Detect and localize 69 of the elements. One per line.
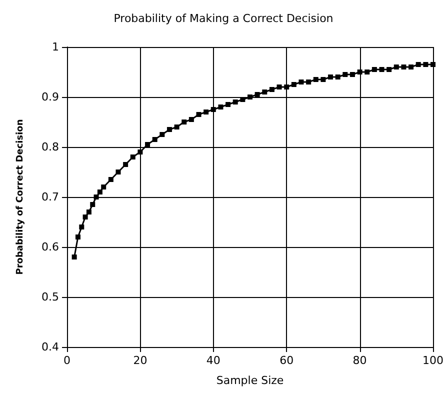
x-tick-label: 0	[64, 354, 70, 367]
point	[210, 107, 216, 112]
point	[394, 64, 399, 70]
point	[101, 184, 106, 190]
point	[408, 64, 414, 70]
point	[401, 64, 406, 70]
point	[182, 120, 187, 124]
point	[97, 190, 102, 194]
point	[72, 254, 77, 260]
point	[335, 74, 340, 80]
point	[416, 62, 421, 67]
point	[174, 124, 180, 130]
point	[94, 194, 99, 200]
point	[298, 80, 304, 84]
point	[364, 70, 370, 74]
point	[386, 67, 392, 72]
y-tick-label: 0.8	[42, 140, 59, 154]
point	[320, 77, 326, 82]
point	[291, 82, 296, 87]
point	[313, 77, 318, 82]
point	[196, 112, 202, 117]
y-tick-label: 0.7	[42, 190, 59, 204]
point	[284, 84, 290, 90]
point	[232, 100, 238, 104]
point	[430, 62, 436, 67]
point	[160, 132, 165, 137]
point	[254, 92, 260, 97]
y-tick-label: 0.6	[42, 240, 59, 254]
point	[342, 72, 348, 77]
point	[226, 102, 231, 107]
point	[262, 90, 268, 94]
point	[130, 154, 136, 160]
x-tick-label: 100	[422, 354, 444, 367]
point	[188, 117, 194, 122]
point	[269, 87, 274, 92]
y-tick-label: 0.9	[42, 90, 59, 104]
x-tick-label: 60	[280, 354, 294, 367]
point	[79, 224, 84, 230]
point	[108, 177, 114, 182]
y-tick-label: 1	[52, 40, 59, 54]
point	[379, 67, 384, 72]
y-tick-label: 0.4	[42, 340, 59, 354]
point	[276, 84, 282, 90]
point	[152, 137, 158, 142]
x-axis-title: Sample Size	[216, 374, 284, 387]
point	[350, 72, 355, 77]
y-axis-title: Probability of Correct Decision	[16, 119, 26, 275]
x-tick-label: 20	[133, 354, 148, 367]
point	[123, 162, 128, 167]
point	[423, 62, 428, 67]
point	[204, 110, 209, 114]
point	[218, 104, 224, 110]
point	[357, 70, 362, 74]
point	[306, 80, 312, 84]
point	[75, 234, 80, 240]
point	[145, 142, 150, 147]
point	[86, 210, 92, 214]
x-tick-label: 40	[206, 354, 220, 367]
point	[372, 67, 377, 72]
point	[248, 94, 252, 100]
point	[138, 150, 143, 154]
chart-title: Probability of Making a Correct Decision	[114, 12, 334, 25]
point	[166, 127, 172, 132]
x-tick-label: 80	[352, 354, 367, 367]
point	[328, 74, 334, 80]
point	[116, 170, 121, 174]
point	[82, 214, 88, 220]
y-tick-label: 0.5	[42, 290, 59, 304]
point	[90, 202, 96, 207]
